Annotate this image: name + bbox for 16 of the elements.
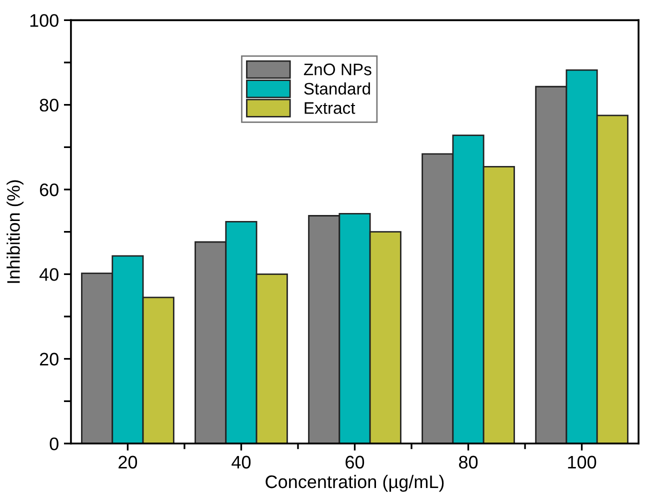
y-axis-title: Inhibition (%) — [6, 180, 24, 283]
legend-label: Standard — [304, 82, 370, 95]
x-tick-label: 100 — [568, 456, 596, 469]
y-tick-label: 0 — [50, 437, 58, 450]
y-tick-label: 40 — [39, 268, 58, 281]
legend-label: Extract — [304, 102, 356, 114]
x-tick-label: 40 — [232, 456, 251, 469]
x-tick-label: 20 — [118, 456, 138, 469]
y-tick-label: 80 — [40, 98, 58, 112]
x-tick-label: 80 — [459, 456, 478, 469]
y-tick-label: 100 — [30, 14, 58, 27]
x-axis-title: Concentration (µg/mL) — [266, 474, 444, 492]
y-tick-label: 20 — [40, 352, 58, 366]
y-tick-label: 60 — [40, 183, 58, 196]
x-tick-label: 60 — [346, 456, 364, 469]
legend-label: ZnO NPs — [304, 64, 372, 76]
